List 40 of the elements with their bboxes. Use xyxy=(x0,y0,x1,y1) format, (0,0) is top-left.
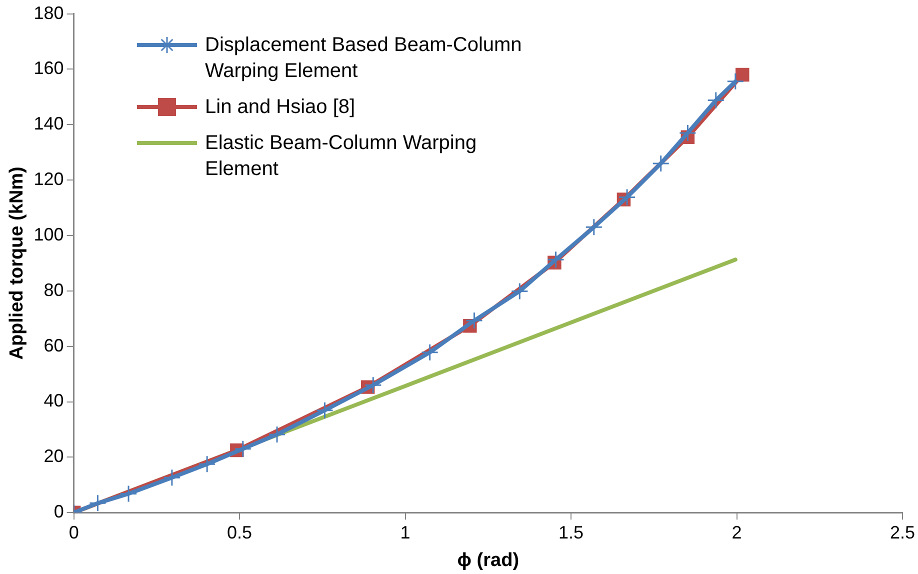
point xyxy=(163,468,181,486)
point xyxy=(465,312,483,330)
point xyxy=(652,154,670,172)
x-tick-label: 1 xyxy=(400,522,410,542)
point xyxy=(198,455,216,473)
point xyxy=(268,426,286,444)
x-tick-label: 2 xyxy=(732,522,742,542)
x-tick-label: 0 xyxy=(68,522,79,542)
point xyxy=(736,68,750,82)
point xyxy=(421,344,439,362)
y-tick-label: 0 xyxy=(54,502,64,522)
y-tick-label: 180 xyxy=(34,2,64,23)
x-tick-label: 1.5 xyxy=(558,522,584,542)
point xyxy=(316,402,334,420)
point xyxy=(234,440,252,458)
point xyxy=(88,494,106,512)
x-axis-title: ϕ (rad) xyxy=(457,550,520,571)
x-tick-label: 0.5 xyxy=(227,522,252,542)
y-axis-title: Applied torque (kNm) xyxy=(6,166,28,360)
y-tick-label: 80 xyxy=(44,280,64,300)
y-tick-label: 40 xyxy=(44,390,64,411)
y-tick-label: 100 xyxy=(34,224,64,244)
legend-label: Elastic Beam-Column Warping Element xyxy=(205,131,478,182)
x-tick-label: 2.5 xyxy=(890,522,916,542)
point xyxy=(678,124,696,142)
point xyxy=(618,188,636,206)
y-tick-label: 140 xyxy=(34,114,64,134)
y-tick-label: 20 xyxy=(44,446,64,466)
point xyxy=(707,92,725,110)
legend-label: Displacement Based Beam-Column Warping Element xyxy=(205,33,523,84)
point xyxy=(726,72,744,90)
y-tick-label: 60 xyxy=(44,335,64,356)
point xyxy=(120,485,138,503)
point xyxy=(510,282,528,300)
point xyxy=(547,250,565,268)
legend-label: Lin and Hsiao [8] xyxy=(205,95,356,120)
point xyxy=(364,376,382,394)
point xyxy=(585,218,603,236)
y-tick-label: 160 xyxy=(34,58,64,78)
y-tick-label: 120 xyxy=(34,169,64,190)
